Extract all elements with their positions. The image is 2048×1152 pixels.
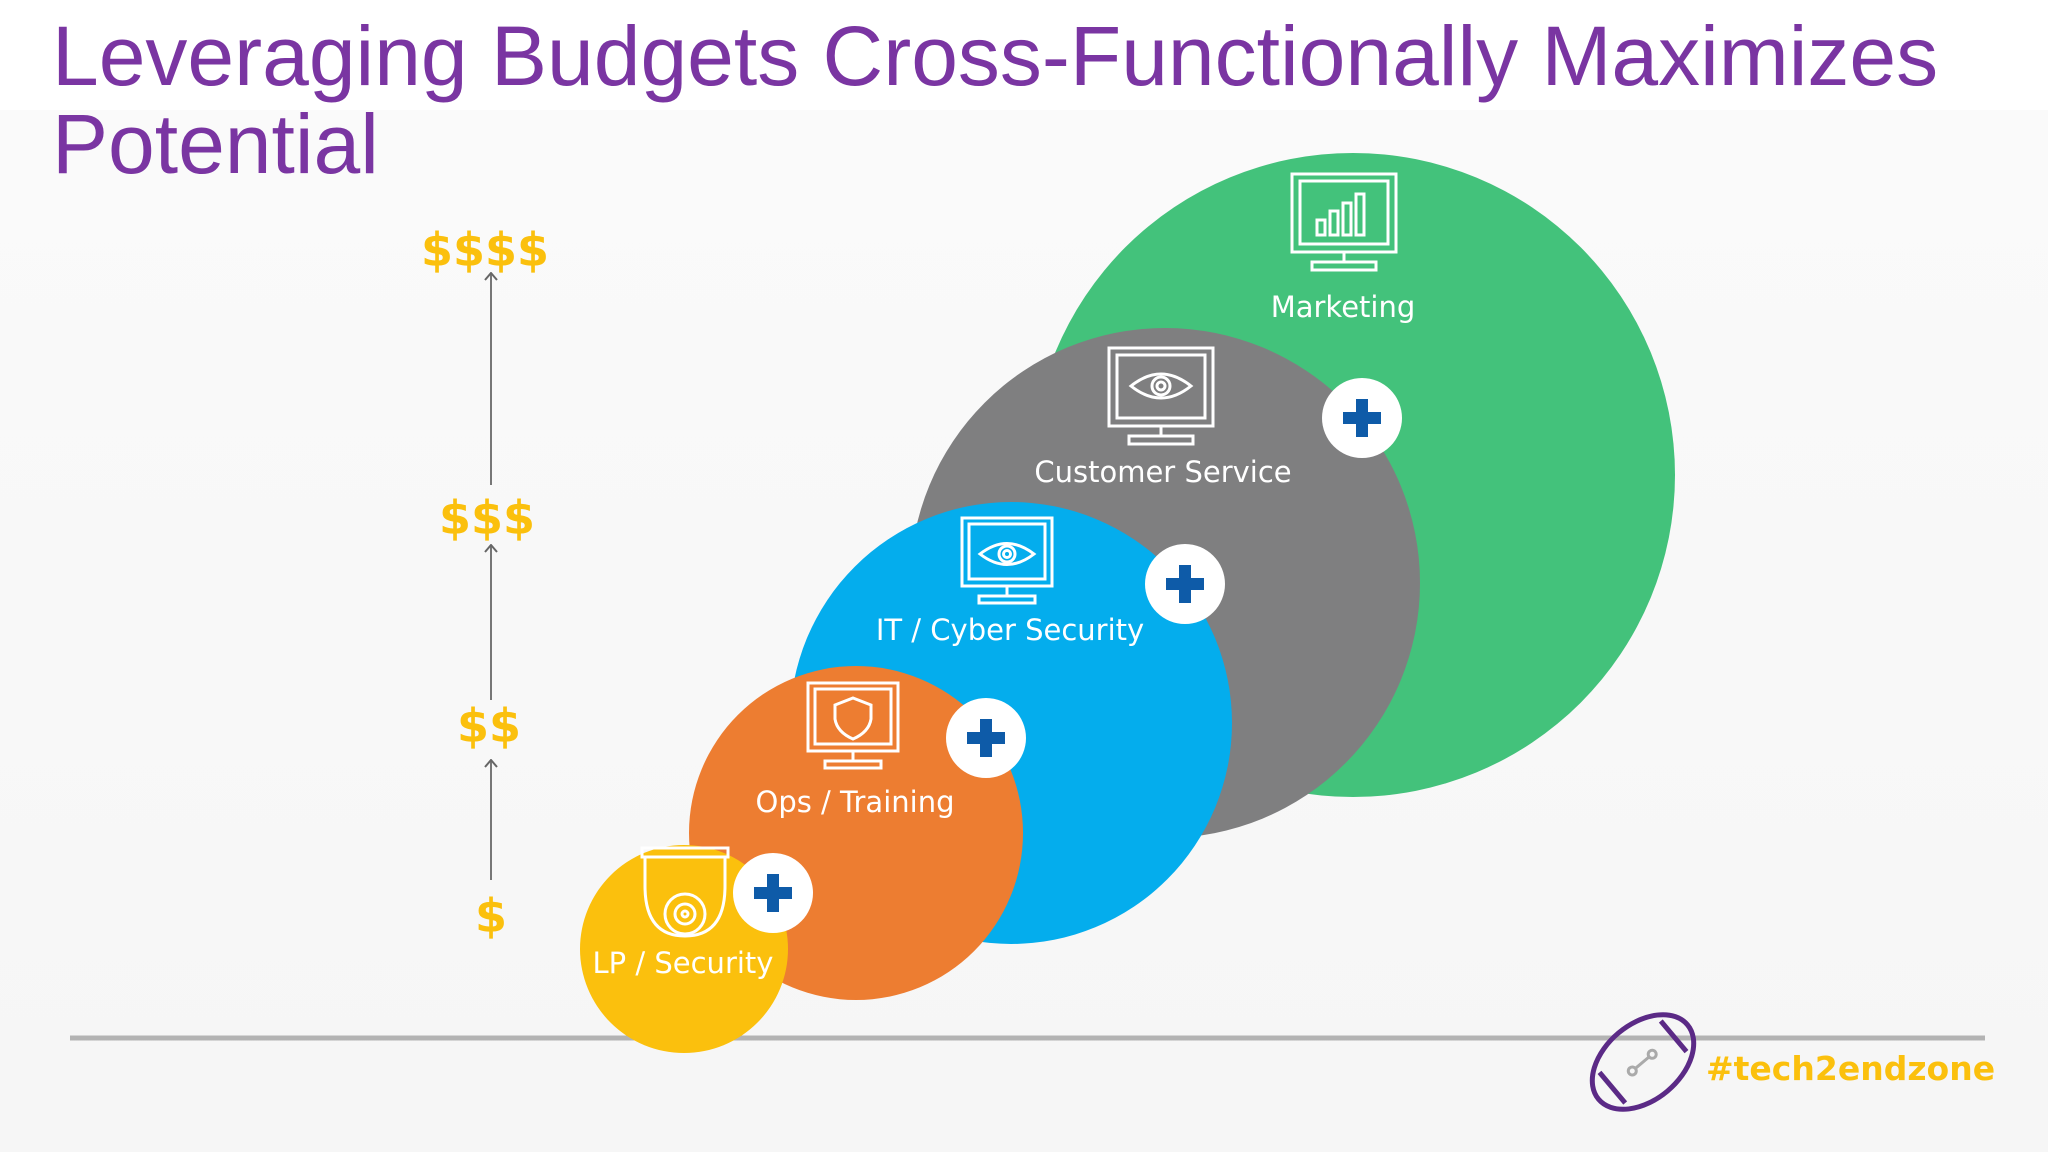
football-logo-icon <box>1589 1012 1697 1112</box>
bubble-label-customer-service: Customer Service <box>1034 455 1291 489</box>
security-camera-icon <box>640 846 730 938</box>
plus-badge <box>733 853 813 933</box>
plus-badge <box>1145 544 1225 624</box>
bubble-label-marketing: Marketing <box>1271 290 1416 324</box>
bubble-label-lp-security: LP / Security <box>593 946 774 980</box>
eye-monitor-icon <box>1107 346 1215 446</box>
analytics-monitor-icon <box>1290 172 1398 272</box>
plus-badge <box>1322 378 1402 458</box>
budget-scale: $$$$ $$$ $$ $ <box>421 223 549 943</box>
brand-hashtag: #tech2endzone <box>1706 1049 1995 1088</box>
bubble-label-ops-training: Ops / Training <box>756 785 955 819</box>
bubble-label-it-cyber-security: IT / Cyber Security <box>876 613 1144 647</box>
shield-monitor-icon <box>806 681 900 770</box>
eye-monitor-icon <box>960 516 1054 605</box>
budget-level-3: $$$ <box>439 491 535 545</box>
budget-level-1: $ <box>475 889 507 943</box>
budget-level-4: $$$$ <box>421 223 549 277</box>
plus-badge <box>946 698 1026 778</box>
slide-title: Leveraging Budgets Cross-Functionally Ma… <box>52 9 1939 191</box>
budget-level-2: $$ <box>457 699 521 753</box>
